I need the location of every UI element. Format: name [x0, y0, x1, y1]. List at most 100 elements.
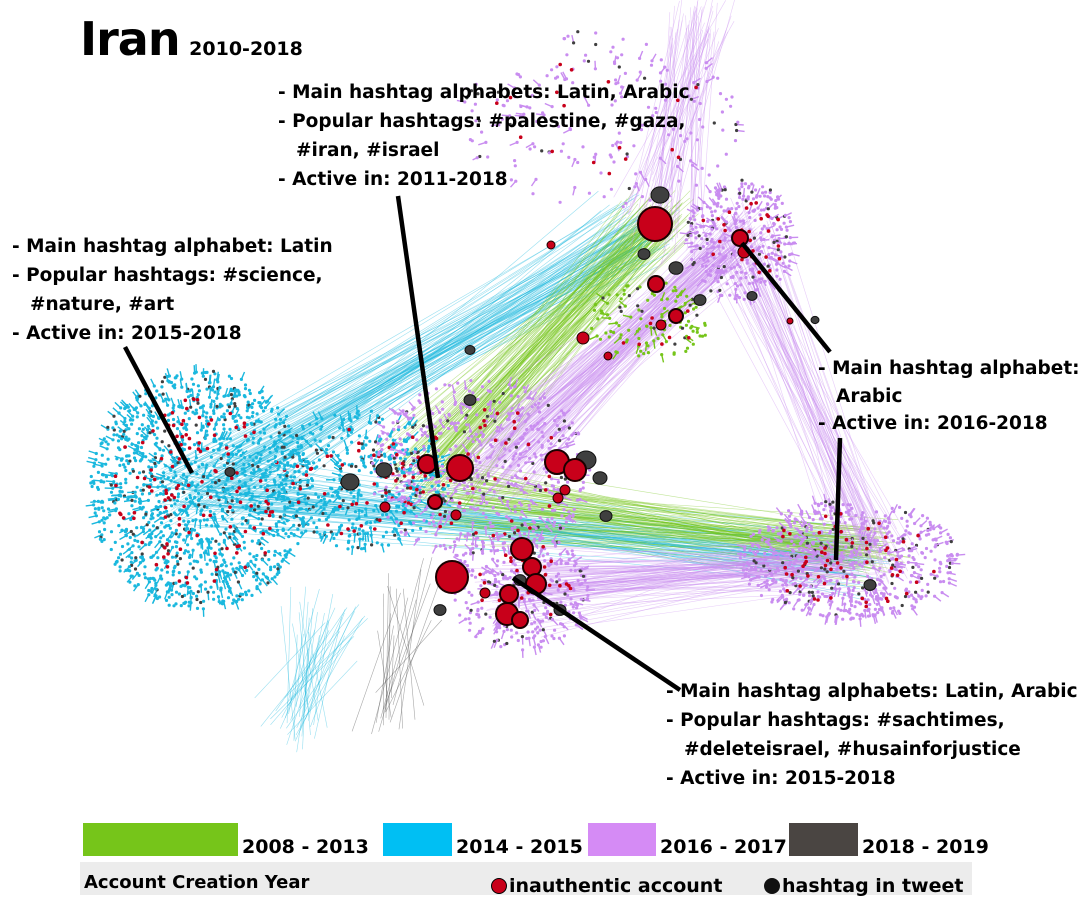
network-node [137, 441, 141, 445]
network-edge [429, 497, 883, 565]
network-edge [228, 243, 643, 508]
network-node [488, 408, 492, 412]
network-edge [457, 234, 739, 481]
network-edge [434, 198, 673, 456]
network-edge [613, 0, 726, 198]
network-node [430, 484, 434, 488]
network-node [311, 505, 315, 509]
network-node [441, 407, 445, 411]
network-node [207, 488, 211, 492]
network-node [758, 194, 762, 198]
network-node [229, 562, 233, 566]
network-node [579, 597, 583, 601]
network-node [274, 524, 279, 528]
network-node [206, 552, 210, 556]
network-node [175, 427, 180, 431]
network-node [496, 537, 500, 542]
network-node [248, 552, 252, 556]
inauthentic-account-node [170, 493, 174, 497]
network-edge [747, 259, 879, 543]
network-node [150, 421, 154, 426]
network-node [431, 512, 435, 516]
network-node [774, 199, 778, 203]
network-node [263, 406, 267, 410]
network-edge [534, 550, 859, 567]
network-node [284, 555, 288, 559]
network-node [247, 462, 251, 466]
network-node [392, 527, 397, 531]
network-node [489, 443, 493, 447]
network-node [154, 594, 158, 598]
network-node [748, 268, 752, 272]
network-node [283, 477, 288, 481]
network-node [255, 587, 259, 591]
network-node [103, 527, 107, 532]
network-node [199, 600, 203, 605]
network-edge [757, 254, 868, 528]
network-edge [482, 501, 884, 543]
inauthentic-account-node [528, 526, 532, 530]
network-edge [421, 190, 676, 474]
network-node [424, 507, 428, 512]
network-node [511, 457, 515, 461]
inauthentic-account-node [242, 421, 247, 426]
network-node [174, 474, 178, 478]
network-edge [506, 575, 816, 597]
network-node [232, 524, 236, 528]
network-node [501, 573, 505, 577]
inauthentic-account-node [150, 489, 154, 493]
network-node [514, 482, 518, 486]
network-node [257, 401, 261, 405]
network-node [452, 540, 457, 544]
network-node [100, 473, 105, 477]
network-edge [514, 573, 862, 578]
network-node [256, 465, 260, 469]
network-edge [384, 216, 668, 455]
network-node [146, 577, 150, 581]
network-node [248, 513, 252, 517]
inauthentic-account-node [466, 452, 470, 456]
network-node [355, 517, 359, 522]
network-node [249, 478, 253, 482]
network-node [472, 507, 476, 511]
network-node [128, 535, 132, 540]
network-edge [527, 255, 742, 459]
network-edge [463, 233, 715, 479]
network-edge [471, 524, 865, 568]
network-node [111, 438, 115, 442]
network-edge [455, 238, 729, 449]
network-node [712, 245, 716, 249]
network-node [177, 571, 181, 575]
network-edge [499, 570, 839, 587]
inauthentic-account-node [166, 552, 170, 556]
network-node [136, 583, 140, 587]
network-edge [214, 219, 662, 461]
network-node [508, 449, 512, 453]
network-node [166, 413, 170, 417]
network-edge [465, 236, 652, 497]
network-node [742, 297, 746, 301]
network-node [159, 476, 163, 480]
network-node [706, 219, 710, 223]
network-node [141, 488, 145, 492]
network-node [695, 244, 699, 248]
network-node [269, 565, 273, 569]
network-node [126, 542, 130, 546]
network-node [205, 463, 209, 467]
network-edge [385, 573, 389, 718]
network-node [247, 388, 251, 392]
network-edge [474, 237, 652, 488]
network-edge [411, 189, 659, 450]
network-node [195, 411, 199, 415]
network-edge [685, 15, 695, 211]
network-node [218, 548, 222, 552]
network-node [579, 616, 583, 620]
network-node [214, 560, 218, 564]
network-edge [179, 234, 646, 464]
network-node [149, 540, 153, 544]
network-node [135, 396, 139, 400]
network-node [130, 556, 134, 560]
network-node [99, 480, 103, 484]
network-edge [197, 477, 881, 544]
